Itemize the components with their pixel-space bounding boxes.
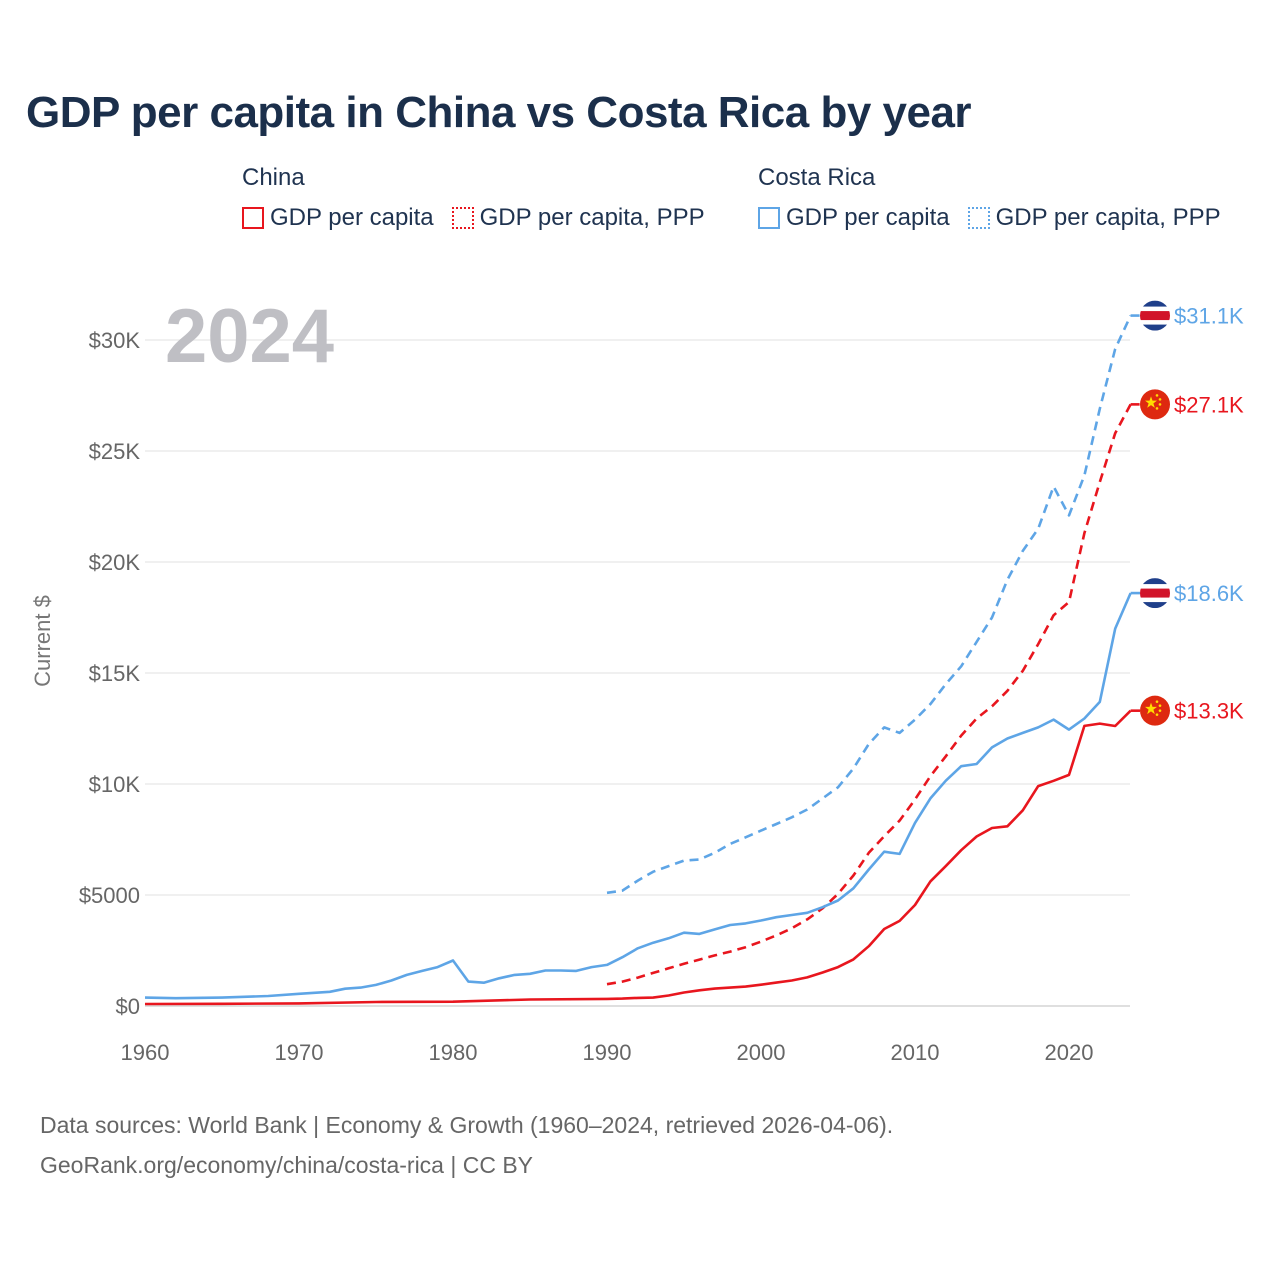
x-tick-label: 1960 — [121, 1040, 170, 1065]
y-tick-label: $20K — [89, 550, 141, 575]
x-tick-label: 2000 — [737, 1040, 786, 1065]
legend-group-china: China GDP per capita GDP per capita, PPP — [242, 162, 705, 232]
legend-swatch-solid-icon — [758, 207, 780, 229]
legend-item-label: GDP per capita — [270, 204, 434, 231]
year-label: 2024 — [165, 294, 334, 379]
series-lines — [144, 315, 1132, 1006]
legend-swatch-dotted-icon — [967, 207, 990, 229]
costa-rica-flag-icon — [1140, 300, 1170, 331]
legend-item-china-gdp[interactable]: GDP per capita — [242, 204, 434, 232]
y-tick-label: $30K — [89, 328, 141, 353]
y-tick-label: $0 — [116, 994, 140, 1019]
costa-rica-flag-icon — [1140, 578, 1170, 609]
series-line-ppp — [606, 315, 1132, 895]
legend-item-label: GDP per capita, PPP — [995, 204, 1221, 231]
legend-item-label: GDP per capita, PPP — [479, 204, 705, 231]
x-tick-label: 1980 — [429, 1040, 478, 1065]
legend-item-china-gdp-ppp[interactable]: GDP per capita, PPP — [451, 204, 705, 232]
x-tick-label: 2010 — [891, 1040, 940, 1065]
x-tick-label: 1970 — [275, 1040, 324, 1065]
legend-item-label: GDP per capita — [786, 204, 950, 231]
y-tick-label: $15K — [89, 661, 141, 686]
legend-item-costa-rica-gdp[interactable]: GDP per capita — [758, 204, 950, 232]
legend-group-title: Costa Rica — [758, 164, 876, 191]
x-tick-label: 2020 — [1045, 1040, 1094, 1065]
source-line-2[interactable]: GeoRank.org/economy/china/costa-rica | C… — [40, 1152, 534, 1178]
gridlines — [145, 339, 1130, 1007]
y-axis: $0 $5000 $10K $15K $20K $25K $30K — [79, 328, 141, 1019]
series-end-label: $18.6K — [1174, 581, 1244, 606]
x-tick-label: 1990 — [583, 1040, 632, 1065]
series-end-label: $31.1K — [1174, 304, 1244, 329]
end-markers: $13.3K $27.1K $18.6K $31.1K — [1130, 300, 1244, 726]
series-end-label: $13.3K — [1174, 699, 1244, 724]
line-chart: $0 $5000 $10K $15K $20K $25K $30K 1960 1970 1980… — [30, 294, 1244, 1065]
x-axis: 1960 1970 1980 1990 2000 2010 2020 — [121, 1040, 1094, 1065]
series-line — [144, 592, 1132, 1000]
series-line — [144, 709, 1132, 1006]
series-end-label: $27.1K — [1174, 392, 1244, 417]
y-tick-label: $5000 — [79, 883, 140, 908]
series-line-ppp — [606, 403, 1132, 986]
source-line-1: Data sources: World Bank | Economy & Gro… — [40, 1112, 894, 1138]
source-note: Data sources: World Bank | Economy & Gro… — [40, 1105, 893, 1185]
legend-swatch-solid-icon — [242, 207, 264, 229]
legend-group-title: China — [242, 164, 305, 191]
y-tick-label: $10K — [89, 772, 141, 797]
china-flag-icon — [1140, 695, 1170, 726]
legend-item-costa-rica-gdp-ppp[interactable]: GDP per capita, PPP — [967, 204, 1221, 232]
legend-group-costa-rica: Costa Rica GDP per capita GDP per capita… — [758, 162, 1221, 232]
y-axis-title: Current $ — [30, 595, 55, 687]
chart-title: GDP per capita in China vs Costa Rica by… — [26, 88, 972, 137]
legend-swatch-dotted-icon — [451, 207, 474, 229]
china-flag-icon — [1140, 389, 1170, 420]
y-tick-label: $25K — [89, 439, 141, 464]
